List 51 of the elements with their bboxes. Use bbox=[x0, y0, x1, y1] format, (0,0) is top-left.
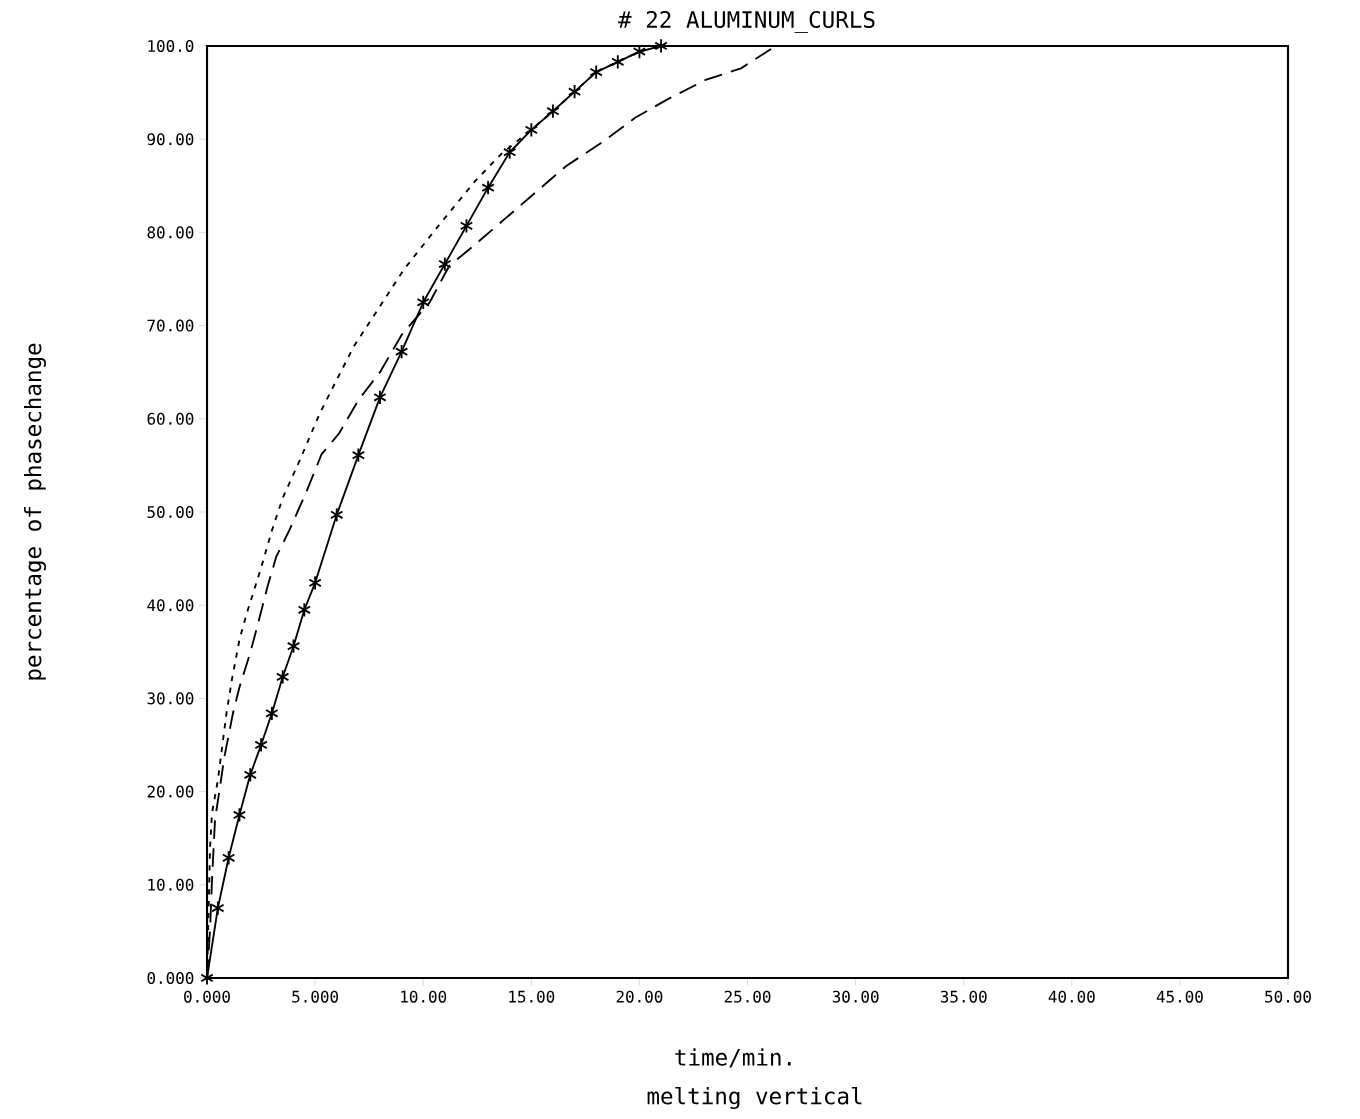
point bbox=[373, 389, 387, 405]
point bbox=[416, 294, 430, 310]
y-tick-label: 50.00 bbox=[147, 505, 194, 519]
y-tick-label: 60.00 bbox=[147, 412, 194, 425]
x-tick-label: 25.00 bbox=[724, 990, 771, 1003]
y-tick-label: 30.00 bbox=[147, 692, 194, 705]
x-tick-label: 10.00 bbox=[401, 990, 447, 1003]
point bbox=[438, 256, 452, 272]
point bbox=[394, 344, 409, 360]
point bbox=[589, 64, 603, 80]
point bbox=[276, 669, 290, 685]
point bbox=[286, 638, 301, 654]
point bbox=[308, 575, 322, 591]
point bbox=[567, 84, 582, 100]
text: melting vertical bbox=[647, 1086, 862, 1110]
point bbox=[611, 54, 625, 70]
point bbox=[232, 807, 247, 823]
y-tick-label: 0.000 bbox=[147, 971, 194, 985]
x-tick-label: 15.00 bbox=[509, 990, 555, 1003]
x-tick-label: 45.00 bbox=[1156, 990, 1203, 1003]
y-tick-label: 70.00 bbox=[147, 319, 194, 332]
x-tick-label: 0.000 bbox=[184, 990, 230, 1003]
y-tick-label: 90.00 bbox=[147, 133, 194, 146]
point bbox=[265, 705, 279, 721]
point bbox=[211, 900, 225, 916]
y-tick-label: 100.0 bbox=[148, 39, 194, 53]
x-tick-label: 5.000 bbox=[292, 990, 339, 1003]
point bbox=[351, 447, 366, 463]
point bbox=[503, 144, 517, 160]
x-tick-label: 30.00 bbox=[832, 990, 879, 1003]
y-tick-label: 10.00 bbox=[148, 878, 194, 891]
x-axis-title: time/min. bbox=[675, 1048, 791, 1068]
point bbox=[297, 602, 311, 618]
y-tick-label: 20.00 bbox=[147, 785, 194, 798]
point bbox=[330, 507, 344, 523]
point bbox=[546, 103, 560, 119]
chart-title: # 22 ALUMINUM_CURLS bbox=[618, 10, 875, 34]
point bbox=[654, 38, 668, 54]
point bbox=[524, 122, 538, 138]
x-tick-label: 40.00 bbox=[1048, 990, 1095, 1003]
point bbox=[254, 737, 268, 753]
y-tick-label: 40.00 bbox=[147, 599, 194, 612]
y-axis-title: percentage of phasechange bbox=[23, 343, 46, 680]
point bbox=[243, 767, 257, 783]
point bbox=[481, 180, 495, 196]
x-tick-label: 35.00 bbox=[940, 990, 987, 1003]
x-tick-label: 20.00 bbox=[616, 990, 663, 1003]
y-tick-label: 80.00 bbox=[147, 226, 194, 239]
point bbox=[221, 850, 236, 866]
x-tick-label: 50.00 bbox=[1265, 990, 1311, 1003]
point bbox=[459, 218, 474, 234]
